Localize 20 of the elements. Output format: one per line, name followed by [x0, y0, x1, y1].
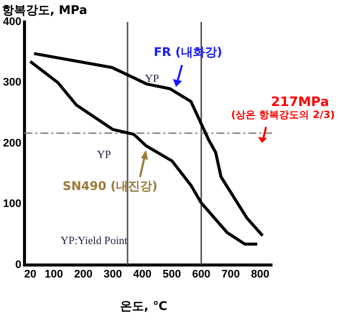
x-tick-label: 600 [192, 268, 210, 280]
annotation: YP [96, 149, 112, 161]
annotation: YP [144, 73, 160, 85]
y-tick-label: 400 [2, 16, 22, 28]
x-axis-title: 온도, ℃ [120, 298, 168, 315]
x-tick-label: 700 [222, 268, 240, 280]
y-axis-title: 항복강도, MPa [2, 2, 88, 17]
y-tick-label: 200 [2, 137, 22, 150]
x-tick-label: 200 [74, 268, 92, 280]
x-tick-label: 300 [104, 268, 122, 280]
annotation: (상온 항복강도의 2/3) [231, 110, 335, 121]
y-tick-label: 100 [2, 198, 22, 210]
y-tick-label: 300 [2, 76, 22, 89]
x-tick-label: 800 [251, 268, 270, 280]
x-tick-label: 400 [133, 268, 152, 280]
x-tick-label: 100 [44, 268, 64, 280]
y-tick-label: 0 [15, 258, 22, 271]
ref-line-label: 217MPa [270, 95, 330, 110]
x-tick-label: 20 [24, 268, 36, 280]
x-tick-label: 500 [162, 268, 181, 280]
